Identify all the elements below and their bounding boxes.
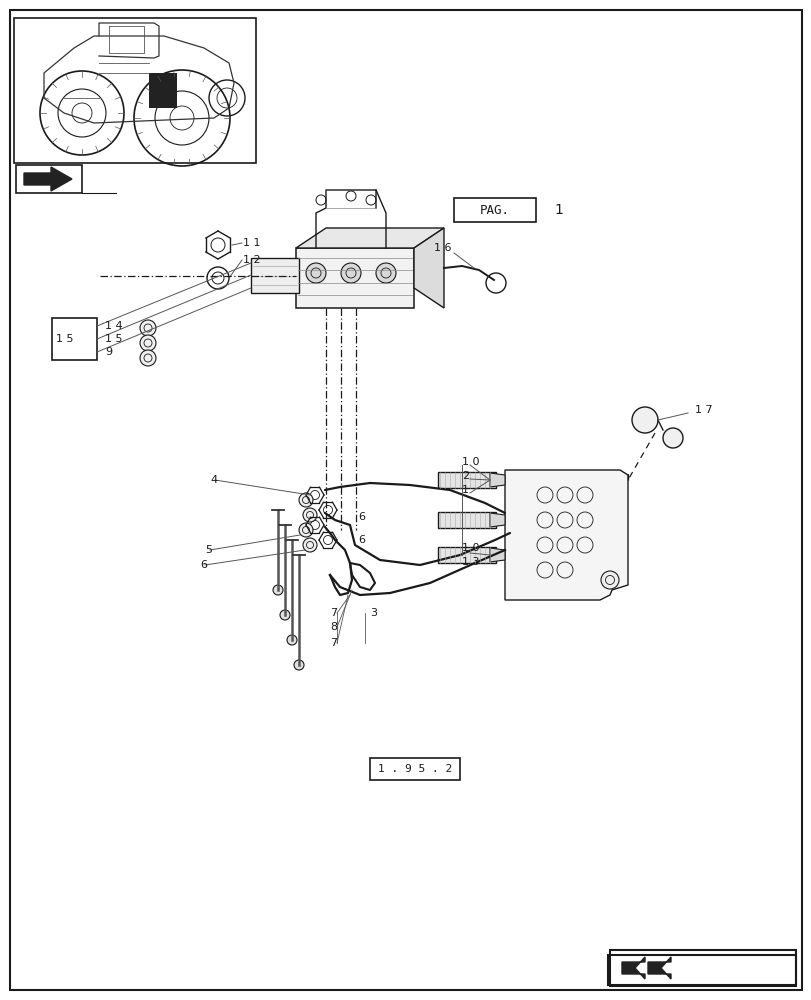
Polygon shape <box>504 470 627 600</box>
Circle shape <box>139 320 156 336</box>
Text: 7: 7 <box>329 608 337 618</box>
Text: 1: 1 <box>461 485 469 495</box>
Circle shape <box>298 493 312 507</box>
Text: 2: 2 <box>461 471 469 481</box>
Text: 1 7: 1 7 <box>694 405 712 415</box>
Bar <box>437 472 496 488</box>
Circle shape <box>139 335 156 351</box>
Circle shape <box>298 523 312 537</box>
Circle shape <box>294 660 303 670</box>
Bar <box>453 198 535 222</box>
Text: 6: 6 <box>358 512 365 522</box>
Circle shape <box>303 538 316 552</box>
Polygon shape <box>489 513 504 527</box>
Text: 1 3: 1 3 <box>461 557 479 567</box>
Bar <box>14 18 255 163</box>
Circle shape <box>375 263 396 283</box>
Polygon shape <box>647 957 670 979</box>
Text: 1 2: 1 2 <box>242 255 260 265</box>
Bar <box>52 318 97 360</box>
Text: 1 . 9 5 . 2: 1 . 9 5 . 2 <box>377 764 452 774</box>
Text: 9: 9 <box>105 347 112 357</box>
Text: 6: 6 <box>200 560 207 570</box>
Bar <box>148 73 177 108</box>
Text: 5: 5 <box>204 545 212 555</box>
Bar <box>609 950 795 986</box>
Circle shape <box>341 263 361 283</box>
Polygon shape <box>489 473 504 487</box>
Text: 1 5: 1 5 <box>105 334 122 344</box>
Polygon shape <box>489 548 504 562</box>
Text: 1 1: 1 1 <box>242 238 260 248</box>
Text: 4: 4 <box>210 475 217 485</box>
Polygon shape <box>414 228 444 308</box>
Bar <box>437 547 496 563</box>
Circle shape <box>303 508 316 522</box>
Text: 6: 6 <box>358 535 365 545</box>
Bar <box>16 165 82 193</box>
Circle shape <box>306 263 325 283</box>
Circle shape <box>600 571 618 589</box>
Circle shape <box>280 610 290 620</box>
Bar <box>437 512 496 528</box>
Circle shape <box>286 635 297 645</box>
Text: 1 4: 1 4 <box>105 321 122 331</box>
Text: 3: 3 <box>370 608 376 618</box>
Circle shape <box>272 585 283 595</box>
Polygon shape <box>24 167 72 191</box>
Bar <box>607 955 795 985</box>
Circle shape <box>139 350 156 366</box>
Bar <box>370 758 460 780</box>
Text: 1 6: 1 6 <box>433 243 451 253</box>
Text: 7: 7 <box>329 638 337 648</box>
Text: 1: 1 <box>553 203 562 217</box>
Text: 1 0: 1 0 <box>461 543 479 553</box>
Polygon shape <box>621 957 644 979</box>
Text: PAG.: PAG. <box>479 204 509 217</box>
Circle shape <box>631 407 657 433</box>
Circle shape <box>663 428 682 448</box>
Polygon shape <box>296 228 444 248</box>
Text: 1 0: 1 0 <box>461 457 479 467</box>
Text: 8: 8 <box>329 622 337 632</box>
Bar <box>251 258 298 293</box>
Bar <box>296 248 414 308</box>
Text: 1 5: 1 5 <box>56 334 74 344</box>
